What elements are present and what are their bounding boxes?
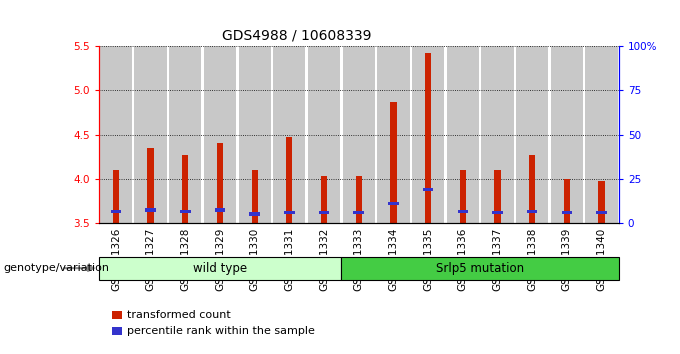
Bar xyxy=(319,211,329,214)
Bar xyxy=(458,210,468,213)
Bar xyxy=(148,148,154,223)
Bar xyxy=(284,211,294,214)
Bar xyxy=(354,211,364,214)
Text: Srlp5 mutation: Srlp5 mutation xyxy=(436,262,524,275)
Text: percentile rank within the sample: percentile rank within the sample xyxy=(127,326,315,336)
Bar xyxy=(527,210,537,213)
Bar xyxy=(423,188,433,191)
Bar xyxy=(516,46,548,223)
Bar xyxy=(99,257,341,280)
Bar xyxy=(460,170,466,223)
Bar xyxy=(529,155,535,223)
Bar xyxy=(447,46,479,223)
Bar xyxy=(481,46,513,223)
Bar xyxy=(598,181,605,223)
Bar xyxy=(390,102,396,223)
Bar xyxy=(182,155,188,223)
Bar xyxy=(273,46,305,223)
Title: GDS4988 / 10608339: GDS4988 / 10608339 xyxy=(222,28,371,42)
Text: transformed count: transformed count xyxy=(127,310,231,320)
Bar xyxy=(239,46,271,223)
Bar xyxy=(321,176,327,223)
Bar xyxy=(341,257,619,280)
Bar xyxy=(585,46,617,223)
Bar xyxy=(564,179,570,223)
Bar xyxy=(111,210,121,213)
Bar xyxy=(252,170,258,223)
Bar xyxy=(100,46,132,223)
Bar xyxy=(551,46,583,223)
Bar xyxy=(217,143,223,223)
Bar xyxy=(492,211,503,214)
Bar xyxy=(286,137,292,223)
Bar xyxy=(308,46,340,223)
Bar xyxy=(356,176,362,223)
Bar xyxy=(204,46,236,223)
Bar xyxy=(425,53,431,223)
Bar xyxy=(596,211,607,214)
Bar xyxy=(250,212,260,216)
Bar xyxy=(180,210,190,213)
Bar xyxy=(388,202,398,205)
Text: genotype/variation: genotype/variation xyxy=(3,263,109,273)
Bar xyxy=(343,46,375,223)
Bar xyxy=(412,46,444,223)
Bar xyxy=(215,208,225,212)
Bar xyxy=(377,46,409,223)
Bar xyxy=(113,170,119,223)
Text: wild type: wild type xyxy=(193,262,247,275)
Bar xyxy=(562,211,572,214)
Bar xyxy=(146,208,156,212)
Bar xyxy=(169,46,201,223)
Bar xyxy=(494,170,500,223)
Bar xyxy=(135,46,167,223)
